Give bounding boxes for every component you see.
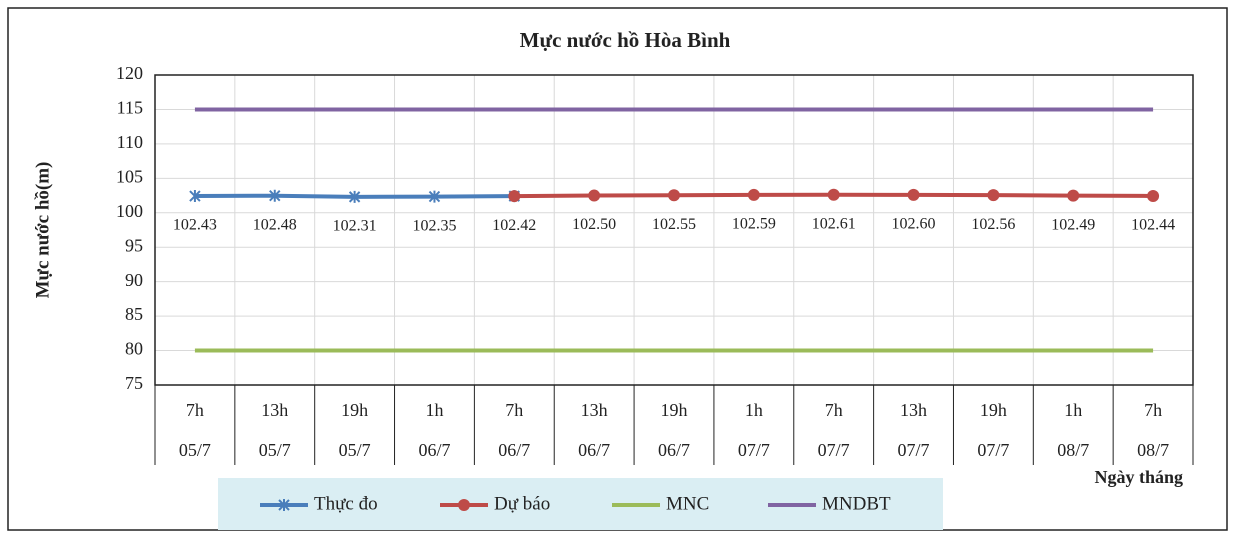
x-date-label: 07/7 bbox=[977, 440, 1009, 460]
data-label: 102.56 bbox=[971, 216, 1015, 233]
marker bbox=[189, 190, 201, 203]
legend-marker bbox=[278, 499, 290, 511]
data-label: 102.43 bbox=[173, 217, 217, 234]
marker bbox=[827, 188, 840, 201]
legend-marker bbox=[458, 499, 470, 511]
data-label: 102.42 bbox=[492, 217, 536, 234]
x-tick-label: 7h bbox=[1144, 400, 1162, 420]
data-label: 102.60 bbox=[892, 216, 936, 233]
x-date-label: 05/7 bbox=[259, 440, 291, 460]
data-label: 102.61 bbox=[812, 215, 856, 232]
x-tick-label: 13h bbox=[261, 400, 288, 420]
legend-label: MNC bbox=[666, 493, 709, 514]
plot-frame bbox=[154, 74, 1194, 386]
x-axis-label: Ngày tháng bbox=[1094, 467, 1183, 487]
x-date-label: 06/7 bbox=[658, 440, 690, 460]
x-date-label: 08/7 bbox=[1137, 440, 1169, 460]
x-tick-label: 1h bbox=[1064, 400, 1082, 420]
y-tick-label: 120 bbox=[116, 63, 143, 83]
x-date-label: 05/7 bbox=[339, 440, 371, 460]
data-label: 102.50 bbox=[572, 216, 616, 233]
marker bbox=[348, 190, 361, 203]
x-date-label: 06/7 bbox=[498, 440, 530, 460]
x-tick-label: 1h bbox=[745, 400, 763, 420]
x-tick-label: 13h bbox=[900, 400, 927, 420]
marker bbox=[1147, 189, 1160, 202]
x-tick-label: 19h bbox=[661, 400, 688, 420]
x-date-label: 06/7 bbox=[578, 440, 610, 460]
marker bbox=[588, 189, 601, 202]
marker bbox=[508, 190, 521, 203]
data-label: 102.59 bbox=[732, 216, 776, 233]
x-tick-label: 19h bbox=[341, 400, 368, 420]
y-tick-label: 90 bbox=[125, 270, 143, 290]
y-tick-label: 110 bbox=[117, 132, 143, 152]
y-tick-label: 80 bbox=[125, 339, 143, 359]
marker bbox=[269, 189, 281, 202]
y-axis-label: Mực nước hồ(m) bbox=[32, 162, 53, 299]
y-tick-label: 75 bbox=[125, 373, 143, 393]
marker bbox=[907, 188, 920, 201]
x-tick-label: 19h bbox=[980, 400, 1007, 420]
marker bbox=[1067, 189, 1080, 202]
legend-box bbox=[218, 478, 943, 530]
x-tick-label: 7h bbox=[505, 400, 523, 420]
data-label: 102.55 bbox=[652, 216, 696, 233]
legend-label: MNDBT bbox=[822, 493, 891, 514]
y-tick-label: 85 bbox=[125, 304, 143, 324]
marker bbox=[987, 189, 1000, 202]
y-tick-label: 95 bbox=[125, 235, 143, 255]
y-tick-label: 105 bbox=[116, 166, 143, 186]
x-tick-label: 1h bbox=[425, 400, 443, 420]
x-date-label: 05/7 bbox=[179, 440, 211, 460]
x-date-label: 08/7 bbox=[1057, 440, 1089, 460]
x-tick-label: 7h bbox=[825, 400, 843, 420]
marker bbox=[747, 188, 760, 201]
chart-title: Mực nước hồ Hòa Bình bbox=[520, 28, 731, 52]
chart-border bbox=[7, 7, 1228, 531]
x-date-label: 07/7 bbox=[818, 440, 850, 460]
data-label: 102.48 bbox=[253, 216, 297, 233]
y-tick-label: 100 bbox=[116, 201, 143, 221]
x-tick-label: 13h bbox=[581, 400, 608, 420]
x-date-label: 07/7 bbox=[898, 440, 930, 460]
data-label: 102.44 bbox=[1131, 217, 1175, 234]
legend-label: Thực đo bbox=[314, 493, 378, 514]
data-label: 102.31 bbox=[333, 218, 377, 235]
legend-label: Dự báo bbox=[494, 493, 550, 514]
data-label: 102.49 bbox=[1051, 216, 1095, 233]
marker bbox=[428, 190, 441, 203]
x-tick-label: 7h bbox=[186, 400, 204, 420]
y-tick-label: 115 bbox=[117, 98, 143, 118]
x-date-label: 07/7 bbox=[738, 440, 770, 460]
x-date-label: 06/7 bbox=[418, 440, 450, 460]
marker bbox=[668, 189, 680, 202]
data-label: 102.35 bbox=[412, 217, 456, 234]
